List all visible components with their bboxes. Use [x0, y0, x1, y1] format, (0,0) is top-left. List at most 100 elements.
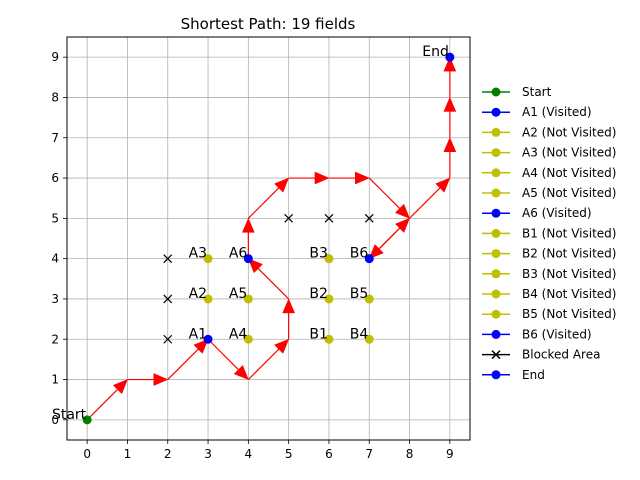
x-tick-label: 8 — [406, 447, 414, 461]
path-arrowhead — [355, 171, 370, 185]
legend-entry: A5 (Not Visited) — [482, 186, 616, 200]
point-label: B3 — [309, 246, 328, 262]
path-arrowhead — [443, 96, 457, 112]
legend-label: B4 (Not Visited) — [522, 287, 616, 301]
y-tick-label: 7 — [51, 131, 59, 145]
legend-entry: Start — [482, 85, 552, 99]
legend-label: Start — [522, 85, 552, 99]
legend-label: A4 (Not Visited) — [522, 166, 616, 180]
legend-marker — [491, 168, 501, 178]
legend-entry: B4 (Not Visited) — [482, 287, 616, 301]
path-arrowhead — [282, 298, 296, 314]
legend-label: A6 (Visited) — [522, 206, 592, 220]
x-tick-label: 7 — [365, 447, 373, 461]
point-label: B5 — [350, 286, 369, 302]
blocked-x-stroke — [284, 213, 294, 223]
point-label: B4 — [350, 326, 369, 342]
path-segment — [247, 348, 280, 380]
field-points — [82, 52, 455, 425]
legend-label: A2 (Not Visited) — [522, 125, 616, 139]
blocked-marker — [324, 213, 334, 223]
plot-frame — [66, 36, 471, 441]
point-marker — [364, 254, 374, 264]
point-label: B1 — [309, 326, 328, 342]
point-marker — [203, 334, 213, 344]
blocked-markers — [163, 213, 374, 344]
path-segment — [86, 389, 118, 421]
legend-marker — [491, 208, 501, 218]
point-label: A2 — [189, 286, 207, 302]
blocked-x-stroke — [324, 213, 334, 223]
legend-label: Blocked Area — [522, 348, 600, 362]
path-arrowhead — [394, 217, 410, 233]
y-tick-label: 8 — [51, 90, 59, 104]
point-label: B6 — [350, 246, 369, 262]
y-tick-label: 5 — [51, 211, 59, 225]
path-arrowhead — [233, 364, 249, 380]
legend-label: B6 (Visited) — [522, 327, 592, 341]
legend-label: B1 (Not Visited) — [522, 226, 616, 240]
y-tick-label: 0 — [51, 413, 59, 427]
legend-entry: A3 (Not Visited) — [482, 146, 616, 160]
legend-x-marker — [491, 350, 501, 360]
point-marker — [243, 334, 253, 344]
legend-label: A5 (Not Visited) — [522, 186, 616, 200]
x-tick-label: 3 — [204, 447, 212, 461]
point-marker — [324, 254, 334, 264]
path-arrowhead — [274, 177, 290, 193]
point-marker — [364, 294, 374, 304]
point-marker — [203, 254, 213, 264]
path-arrowhead — [241, 217, 255, 233]
y-tick-label: 4 — [51, 252, 59, 266]
point-marker — [243, 294, 253, 304]
point-label: Start — [52, 407, 87, 423]
blocked-marker — [284, 213, 294, 223]
legend-marker — [491, 289, 501, 299]
blocked-x-stroke — [163, 294, 173, 304]
blocked-marker — [364, 213, 374, 223]
x-tick-label: 0 — [83, 447, 91, 461]
point-label: A1 — [189, 326, 207, 342]
axis-ticks: 0 1 2 3 4 5 6 7 8 9 0 1 2 3 4 5 6 7 8 9 — [51, 50, 453, 461]
legend-marker — [491, 309, 501, 319]
point-label: B2 — [309, 286, 328, 302]
path-arrowhead — [247, 258, 263, 274]
legend-marker — [491, 249, 501, 259]
legend-marker — [491, 370, 501, 380]
point-label: A6 — [229, 246, 248, 262]
legend-marker — [491, 87, 501, 97]
legend-label: B3 (Not Visited) — [522, 267, 616, 281]
y-tick-label: 1 — [51, 373, 59, 387]
path-segment — [368, 177, 401, 209]
path-segment — [207, 338, 239, 371]
legend-label: B5 (Not Visited) — [522, 307, 616, 321]
blocked-x-stroke — [364, 213, 374, 223]
path-segment — [167, 348, 199, 380]
legend-entry: A2 (Not Visited) — [482, 125, 616, 139]
path-arrowhead — [193, 338, 209, 354]
point-marker — [82, 415, 92, 425]
point-marker — [324, 334, 334, 344]
blocked-x-stroke — [163, 334, 173, 344]
legend-marker — [491, 228, 501, 238]
legend-label: A1 (Visited) — [522, 105, 592, 119]
legend-label: A3 (Not Visited) — [522, 146, 616, 160]
path-arrowhead — [153, 373, 169, 386]
point-marker — [364, 334, 374, 344]
x-tick-label: 4 — [245, 447, 253, 461]
legend: Start A1 (Visited) A2 (Not Visited) A3 (Not… — [482, 85, 616, 382]
y-tick-label: 6 — [51, 171, 59, 185]
x-tick-label: 9 — [446, 447, 454, 461]
blocked-marker — [163, 254, 173, 264]
legend-marker — [491, 148, 501, 158]
legend-label: End — [522, 368, 545, 382]
legend-entry: A1 (Visited) — [482, 105, 592, 119]
path-arrowhead — [274, 338, 290, 354]
x-tick-label: 5 — [285, 447, 293, 461]
y-tick-label: 9 — [51, 50, 59, 64]
path-arrowhead — [443, 137, 457, 152]
point-marker — [445, 52, 455, 62]
path-segment — [368, 227, 401, 260]
legend-marker — [491, 188, 501, 198]
